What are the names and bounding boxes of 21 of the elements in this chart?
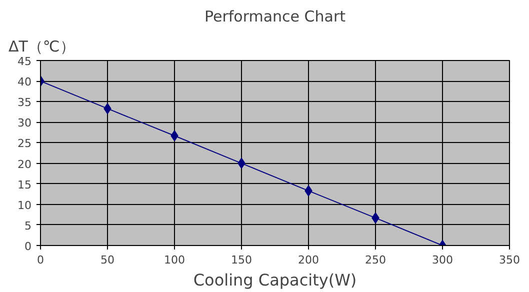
x-tick-label: 50 [100,254,114,266]
y-tick-label: 25 [18,137,32,150]
y-tick-label: 15 [18,178,32,192]
chart-title: Performance Chart [204,8,346,26]
x-axis-title: Cooling Capacity(W) [193,270,357,290]
y-tick-label: 35 [18,96,32,110]
x-tick-label: 250 [365,254,386,266]
y-tick-label: 0 [24,240,32,253]
y-axis-title: ΔT（℃） [8,38,75,56]
x-tick-label: 350 [499,254,520,266]
x-tick-label: 300 [432,254,453,266]
y-tick-label: 20 [18,158,32,171]
y-tick-label: 5 [24,219,32,232]
y-tick-label: 30 [18,116,32,130]
x-tick-label: 100 [164,254,185,266]
x-tick-label: 150 [231,254,252,266]
y-tick-label: 10 [18,198,32,212]
y-tick-label: 45 [18,55,32,68]
x-tick-label: 200 [298,254,319,266]
y-tick-label: 40 [18,76,32,89]
x-tick-label: 0 [37,254,44,266]
